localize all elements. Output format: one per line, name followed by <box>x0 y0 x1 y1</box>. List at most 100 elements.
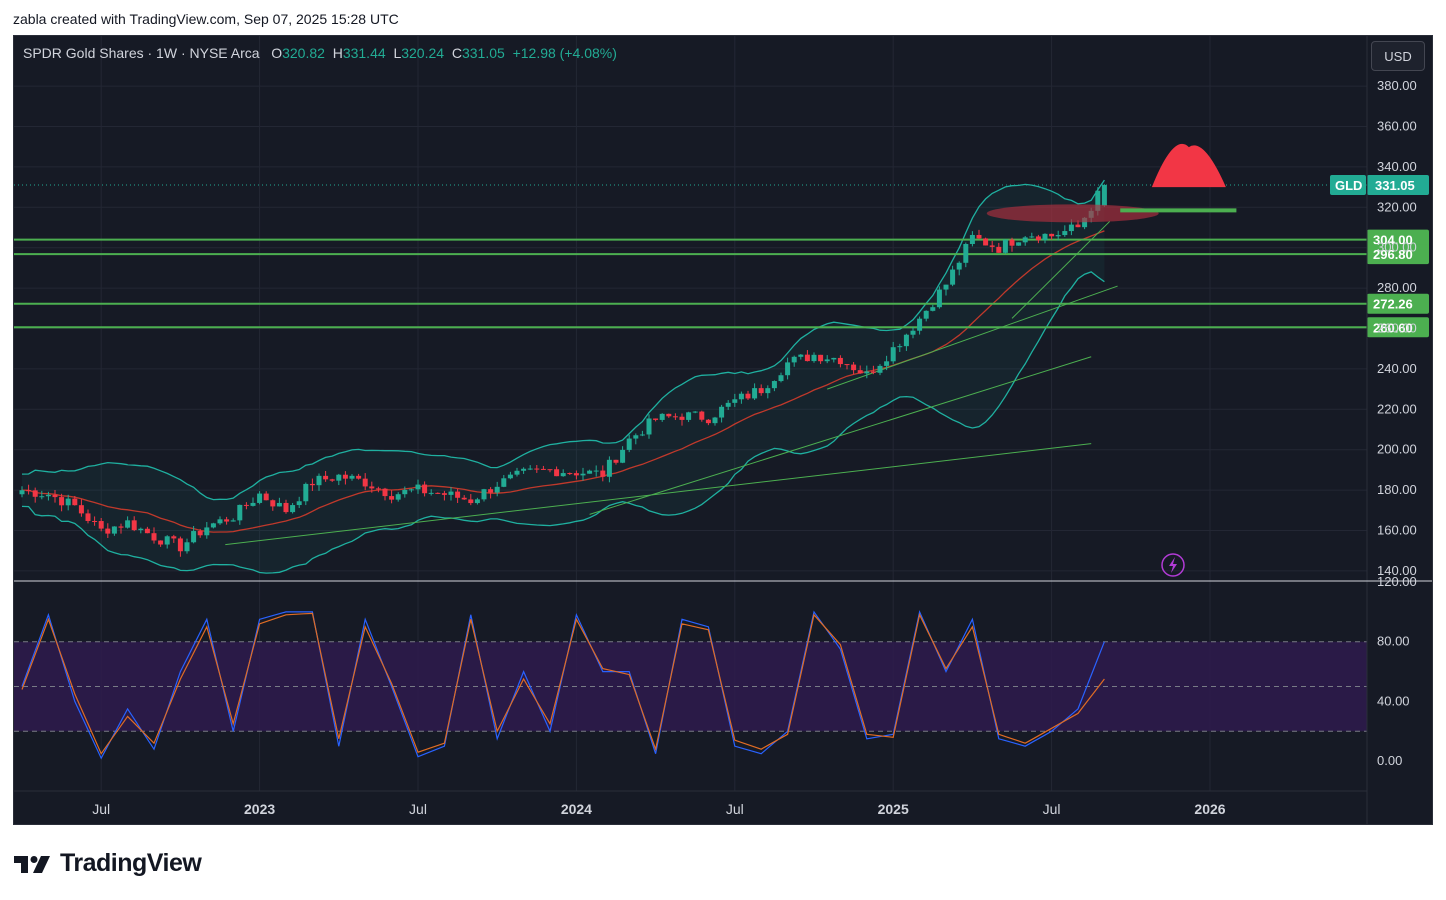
candle-body <box>111 526 117 534</box>
candle-body <box>936 289 942 308</box>
candle-body <box>917 318 923 331</box>
candle-body <box>1075 224 1081 228</box>
low-label: L <box>393 45 402 61</box>
price-tick-label: 340.00 <box>1377 159 1417 174</box>
currency-button[interactable]: USD <box>1371 41 1425 71</box>
candle-body <box>844 364 850 366</box>
candles-layer <box>19 184 1107 557</box>
candle-body <box>323 475 329 480</box>
candle-body <box>613 459 619 463</box>
candle-body <box>197 531 203 536</box>
candle-body <box>791 356 797 363</box>
candle-body <box>1062 231 1068 236</box>
candle-body <box>296 501 302 506</box>
candle-body <box>349 475 355 479</box>
price-tick-label: 260.00 <box>1377 321 1417 336</box>
candle-body <box>329 479 335 481</box>
level-price-tag <box>1367 293 1429 314</box>
trend-line <box>1011 221 1111 319</box>
candle-body <box>125 520 131 528</box>
candle-body <box>316 475 322 486</box>
change-value: +12.98 (+4.08%) <box>512 45 617 61</box>
last-price-tag <box>1367 174 1429 195</box>
open-value: 320.82 <box>282 45 325 61</box>
candle-body <box>257 493 263 503</box>
candle-body <box>270 500 276 507</box>
trend-line <box>589 356 1092 515</box>
candle-body <box>204 527 210 536</box>
candle-body <box>494 486 500 493</box>
candle-body <box>428 492 434 494</box>
price-tick-label: 300.00 <box>1377 240 1417 255</box>
candle-body <box>877 365 883 373</box>
candle-body <box>151 533 157 541</box>
candle-body <box>639 434 645 436</box>
candle-body <box>666 413 672 417</box>
time-tick-label: Jul <box>92 801 110 817</box>
candle-body <box>1009 239 1015 246</box>
stochastic-d-line <box>21 612 1105 755</box>
candle-body <box>39 496 45 498</box>
candle-body <box>831 357 837 360</box>
candle-body <box>1068 224 1074 232</box>
candle-body <box>435 492 441 494</box>
candle-body <box>177 538 183 552</box>
candle-body <box>468 499 474 504</box>
candle-body <box>600 470 606 477</box>
candle-body <box>521 468 527 471</box>
candle-body <box>1022 237 1028 243</box>
candle-body <box>263 493 269 501</box>
candle-body <box>692 411 698 413</box>
candle-body <box>1095 190 1101 211</box>
candle-body <box>580 473 586 476</box>
candle-body <box>395 494 401 500</box>
time-tick-label: 2024 <box>561 801 592 817</box>
candle-body <box>646 418 652 435</box>
candle-body <box>369 486 375 489</box>
candle-body <box>164 536 170 545</box>
level-price-tag <box>1367 317 1429 338</box>
candle-body <box>501 478 507 487</box>
chart-frame[interactable]: 304.00 296.80 272.26 260.60 GLD 331.05 140.00… <box>13 35 1433 825</box>
bollinger-upper-line <box>21 179 1105 501</box>
candle-body <box>171 536 177 539</box>
candle-body <box>422 484 428 494</box>
stochastic-layer <box>21 609 1105 760</box>
bollinger-lower-line <box>21 271 1105 574</box>
candle-body <box>804 354 810 362</box>
candle-body <box>441 493 447 495</box>
close-value: 331.05 <box>461 45 505 61</box>
candle-body <box>540 468 546 470</box>
candle-body <box>976 234 982 239</box>
candle-body <box>930 307 936 311</box>
candle-body <box>593 470 599 472</box>
candle-body <box>92 520 98 522</box>
oscillator-tick-label: 120.00 <box>1377 574 1417 589</box>
candle-body <box>923 310 929 319</box>
candle-body <box>237 504 243 521</box>
candle-body <box>765 388 771 394</box>
candle-body <box>283 502 289 513</box>
tradingview-logo[interactable]: TradingView <box>14 849 202 878</box>
candle-body <box>243 504 249 506</box>
candle-body <box>19 490 25 495</box>
candle-body <box>144 528 150 534</box>
candle-body <box>989 245 995 247</box>
candle-body <box>1016 242 1022 246</box>
oscillator-tick-label: 0.00 <box>1377 753 1402 768</box>
candle-body <box>382 488 388 497</box>
low-value: 320.24 <box>401 45 445 61</box>
stochastic-band-layer <box>14 641 1367 732</box>
candle-body <box>105 528 111 534</box>
oscillator-tick-label: 40.00 <box>1377 693 1410 708</box>
candle-body <box>587 470 593 474</box>
symbol-tag-label: GLD <box>1335 178 1362 193</box>
candle-body <box>725 402 731 407</box>
candle-body <box>455 491 461 498</box>
candle-body <box>336 474 342 481</box>
candle-body <box>230 520 236 522</box>
candle-body <box>996 246 1002 253</box>
target-arc-shape <box>1151 143 1226 188</box>
candle-body <box>461 497 467 500</box>
